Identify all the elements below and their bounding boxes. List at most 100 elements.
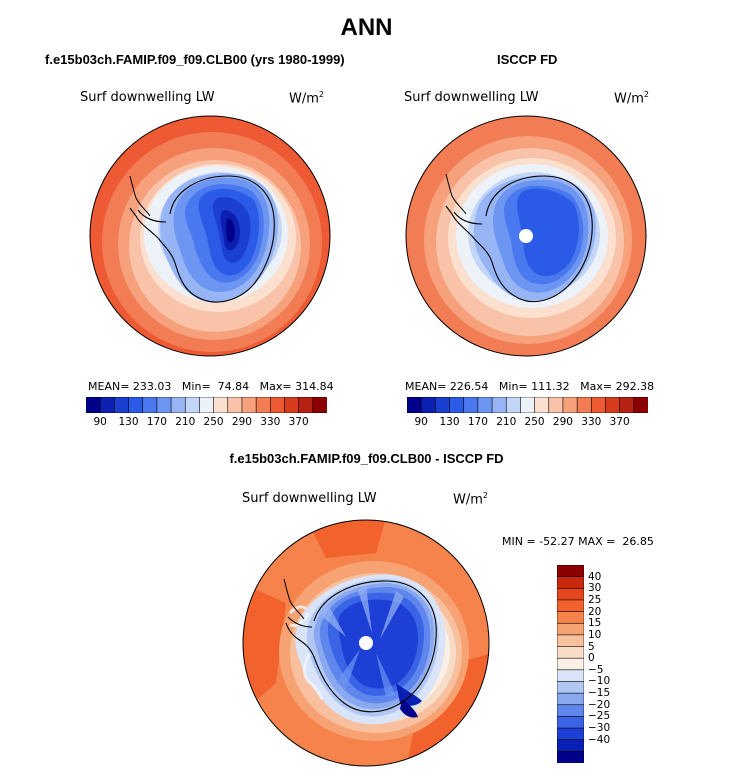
colorbar-swatch [407, 397, 422, 413]
colorbar-tick-label: 90 [93, 416, 107, 428]
colorbar-swatch [213, 397, 229, 413]
colorbar-tick-label: 370 [609, 416, 630, 428]
colorbar-tick-label: 290 [552, 416, 573, 428]
colorbar-swatch [557, 669, 584, 683]
colorbar-tick-label: 170 [467, 416, 488, 428]
colorbar-swatch [557, 599, 584, 613]
colorbar-swatch [312, 397, 327, 413]
obs-colorbar-labels: 90 130 170 210 250 290 330 370 [407, 416, 648, 430]
colorbar-swatch [557, 739, 584, 752]
colorbar-tick-label: 0 [588, 652, 595, 665]
obs-variable-label: Surf downwelling LW [404, 90, 539, 105]
colorbar-tick-label: 330 [581, 416, 602, 428]
colorbar-swatch [255, 397, 271, 413]
model-polar-map [89, 115, 331, 357]
colorbar-tick-label: 15 [588, 617, 602, 630]
colorbar-tick-label: −10 [588, 675, 611, 688]
colorbar-swatch [557, 622, 584, 636]
colorbar-swatch [557, 634, 584, 648]
obs-polar-map [405, 115, 647, 357]
difference-colorbar-labels: 40 30 25 20 15 10 5 0 −5 −10 −15 −20 −25 −30 −40 [588, 565, 628, 763]
colorbar-swatch [463, 397, 479, 413]
colorbar-swatch [590, 397, 607, 413]
colorbar-swatch [491, 397, 507, 413]
colorbar-tick-label: 130 [439, 416, 460, 428]
model-colorbar-labels: 90 130 170 210 250 290 330 370 [86, 416, 327, 430]
colorbar-swatch [557, 657, 584, 671]
colorbar-swatch [557, 565, 584, 578]
difference-colorbar-swatches [557, 565, 584, 763]
colorbar-tick-label: 40 [588, 570, 602, 583]
colorbar-tick-label: 250 [203, 416, 224, 428]
colorbar-swatch [227, 397, 243, 413]
colorbar-swatch [128, 397, 144, 413]
obs-stats: MEAN= 226.54 Min= 111.32 Max= 292.38 [405, 380, 655, 393]
colorbar-tick-label: −25 [588, 710, 611, 723]
difference-field-contours [243, 520, 489, 766]
colorbar-swatch [114, 397, 130, 413]
colorbar-tick-label: −20 [588, 698, 611, 711]
colorbar-tick-label: 330 [260, 416, 281, 428]
colorbar-swatch [520, 397, 536, 413]
colorbar-swatch [241, 397, 257, 413]
colorbar-swatch [284, 397, 300, 413]
colorbar-swatch [170, 397, 186, 413]
difference-minmax: MIN = -52.27 MAX = 26.85 [502, 535, 654, 548]
difference-variable-label: Surf downwelling LW [242, 491, 377, 506]
colorbar-tick-label: −15 [588, 687, 611, 700]
colorbar-swatch [557, 587, 584, 601]
colorbar-tick-label: 250 [524, 416, 545, 428]
colorbar-tick-label: 30 [588, 582, 602, 595]
colorbar-swatch [557, 681, 584, 694]
colorbar-tick-label: 370 [288, 416, 309, 428]
difference-colorbar [557, 565, 584, 763]
obs-colorbar [407, 397, 648, 413]
colorbar-swatch [557, 727, 584, 741]
difference-units-label: W/m2 [453, 491, 488, 508]
colorbar-swatch [557, 751, 584, 763]
obs-colorbar-swatches [407, 397, 648, 413]
colorbar-swatch [562, 397, 578, 413]
model-stats: MEAN= 233.03 Min= 74.84 Max= 314.84 [88, 380, 334, 393]
colorbar-swatch [184, 397, 201, 413]
colorbar-swatch [477, 397, 493, 413]
colorbar-swatch [557, 611, 584, 624]
colorbar-swatch [199, 397, 215, 413]
colorbar-tick-label: 130 [118, 416, 139, 428]
model-panel-title: f.e15b03ch.FAMIP.f09_f09.CLB00 (yrs 1980… [45, 52, 345, 67]
colorbar-swatch [534, 397, 550, 413]
colorbar-swatch [505, 397, 522, 413]
colorbar-tick-label: 20 [588, 605, 602, 618]
colorbar-swatch [557, 692, 584, 706]
colorbar-swatch [156, 397, 172, 413]
colorbar-tick-label: 210 [175, 416, 196, 428]
colorbar-tick-label: 290 [231, 416, 252, 428]
colorbar-swatch [269, 397, 286, 413]
colorbar-swatch [298, 397, 314, 413]
model-units-label: W/m2 [289, 90, 324, 107]
model-colorbar-swatches [86, 397, 327, 413]
colorbar-tick-label: −5 [588, 663, 604, 676]
colorbar-tick-label: 25 [588, 593, 602, 606]
colorbar-tick-label: 90 [414, 416, 428, 428]
colorbar-swatch [633, 397, 648, 413]
obs-units-label: W/m2 [614, 90, 649, 107]
figure-title: ANN [340, 14, 393, 41]
colorbar-swatch [605, 397, 621, 413]
colorbar-swatch [576, 397, 592, 413]
model-field-contours [90, 116, 330, 356]
difference-polar-map [242, 519, 490, 767]
colorbar-swatch [99, 397, 115, 413]
colorbar-tick-label: 5 [588, 640, 595, 653]
colorbar-swatch [557, 716, 584, 729]
difference-pole-hole [359, 636, 373, 650]
colorbar-swatch [420, 397, 436, 413]
colorbar-swatch [557, 576, 584, 589]
colorbar-swatch [142, 397, 158, 413]
difference-panel-title: f.e15b03ch.FAMIP.f09_f09.CLB00 - ISCCP F… [229, 451, 504, 466]
colorbar-swatch [548, 397, 564, 413]
obs-panel-title: ISCCP FD [497, 52, 558, 67]
colorbar-tick-label: 170 [146, 416, 167, 428]
colorbar-swatch [619, 397, 635, 413]
model-colorbar [86, 397, 327, 413]
